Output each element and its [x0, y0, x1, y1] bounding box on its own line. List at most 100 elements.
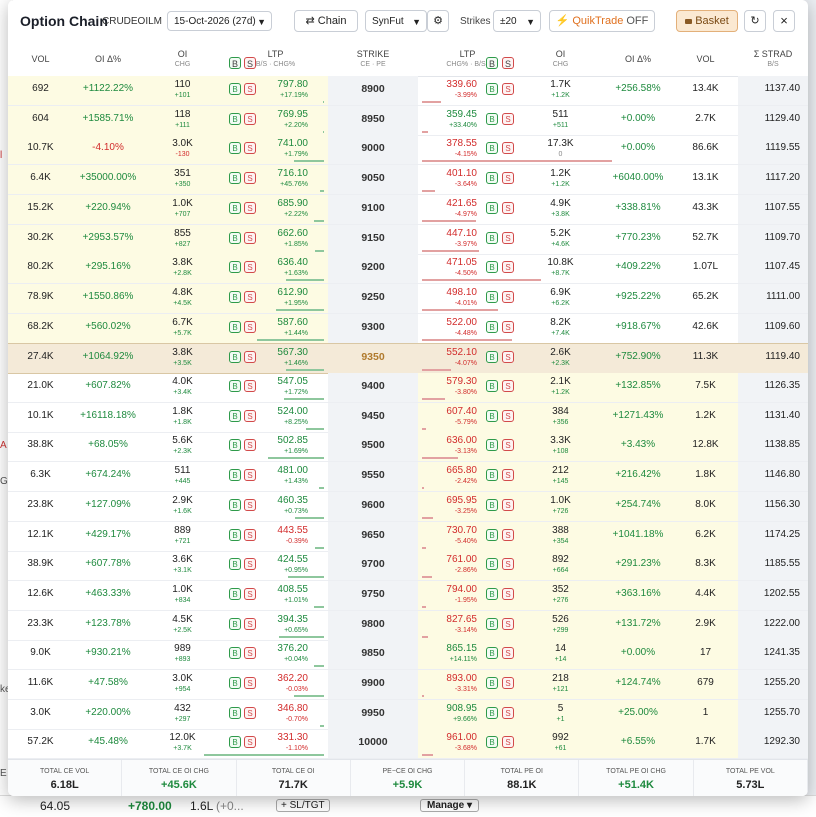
- pe-buy-button[interactable]: B: [486, 498, 498, 511]
- pe-buy-button[interactable]: B: [486, 83, 498, 95]
- ce-buy-button[interactable]: B: [229, 290, 241, 303]
- strikes-select[interactable]: ±20 ▼: [493, 10, 541, 32]
- pe-sell-button[interactable]: S: [502, 558, 514, 571]
- ce-sell-button[interactable]: S: [244, 83, 256, 95]
- ce-buy-button[interactable]: B: [229, 647, 241, 660]
- ce-ltp[interactable]: 685.90: [277, 197, 308, 209]
- ce-ltp[interactable]: 346.80: [277, 702, 308, 714]
- pe-buy-button[interactable]: B: [486, 290, 498, 303]
- ce-ltp[interactable]: 481.00: [277, 465, 308, 477]
- ce-buy-button[interactable]: B: [229, 617, 241, 630]
- ce-buy-button[interactable]: B: [229, 172, 241, 185]
- ce-buy-button[interactable]: B: [229, 409, 241, 422]
- ce-ltp[interactable]: 612.90: [277, 286, 308, 298]
- close-button[interactable]: ×: [773, 10, 795, 32]
- ce-ltp[interactable]: 741.00: [277, 138, 308, 150]
- pe-ltp[interactable]: 471.05: [446, 257, 477, 269]
- pe-sell-button[interactable]: S: [502, 647, 514, 660]
- pe-sell-button[interactable]: S: [502, 736, 514, 749]
- pe-sell-button[interactable]: S: [502, 320, 514, 333]
- pe-buy-button[interactable]: B: [486, 172, 498, 185]
- ce-buy-button[interactable]: B: [229, 498, 241, 511]
- ce-buy-button[interactable]: B: [229, 201, 241, 214]
- ce-ltp[interactable]: 662.60: [277, 227, 308, 239]
- pe-sell-button[interactable]: S: [502, 83, 514, 95]
- ce-buy-button[interactable]: B: [229, 706, 241, 719]
- pe-sell-button[interactable]: S: [502, 528, 514, 541]
- pe-ltp[interactable]: 447.10: [446, 227, 477, 239]
- pe-buy-button[interactable]: B: [486, 231, 498, 244]
- pe-ltp[interactable]: 730.70: [446, 524, 477, 536]
- ce-buy-button[interactable]: B: [229, 587, 241, 600]
- ce-ltp[interactable]: 587.60: [277, 316, 308, 328]
- pe-sell-button[interactable]: S: [502, 587, 514, 600]
- pe-buy-button[interactable]: B: [486, 528, 498, 541]
- pe-buy-button[interactable]: B: [486, 351, 498, 364]
- pe-buy-button[interactable]: B: [486, 261, 498, 274]
- pe-sell-button[interactable]: S: [502, 201, 514, 214]
- pe-ltp[interactable]: 794.00: [446, 583, 477, 595]
- pe-sell-button[interactable]: S: [502, 439, 514, 452]
- ce-buy-button[interactable]: B: [229, 351, 241, 364]
- ce-sell-button[interactable]: S: [244, 528, 256, 541]
- ce-sell-button[interactable]: S: [244, 677, 256, 689]
- ce-sell-button[interactable]: S: [244, 647, 256, 660]
- ce-buy-button[interactable]: B: [229, 380, 241, 392]
- ce-sell-button[interactable]: S: [244, 439, 256, 452]
- pe-sell-button[interactable]: S: [502, 409, 514, 422]
- refresh-button[interactable]: ↻: [744, 10, 766, 32]
- quiktrade-toggle[interactable]: ⚡ QuikTrade OFF: [549, 10, 655, 32]
- pe-buy-button[interactable]: B: [486, 112, 498, 125]
- ce-sell-button[interactable]: S: [244, 587, 256, 600]
- ce-buy-button[interactable]: B: [229, 439, 241, 452]
- ce-sell-button[interactable]: S: [244, 290, 256, 303]
- pe-sell-button[interactable]: S: [502, 617, 514, 630]
- ce-ltp[interactable]: 524.00: [277, 405, 308, 417]
- ce-buy-button[interactable]: B: [229, 528, 241, 541]
- pe-ltp[interactable]: 378.55: [446, 138, 477, 150]
- ce-sell-button[interactable]: S: [244, 736, 256, 749]
- pe-buy-button[interactable]: B: [486, 320, 498, 333]
- ce-sell-button[interactable]: S: [244, 469, 256, 482]
- pe-ltp[interactable]: 359.45: [446, 108, 477, 120]
- ce-ltp[interactable]: 502.85: [277, 435, 308, 447]
- chain-button[interactable]: ⇄ Chain: [294, 10, 358, 32]
- basket-button[interactable]: Basket: [676, 10, 738, 32]
- ce-ltp[interactable]: 376.20: [277, 643, 308, 655]
- pe-ltp[interactable]: 579.30: [446, 376, 477, 387]
- pe-buy-button[interactable]: B: [486, 409, 498, 422]
- pe-ltp[interactable]: 636.00: [446, 435, 477, 447]
- ce-sell-button[interactable]: S: [244, 558, 256, 571]
- ce-ltp[interactable]: 443.55: [277, 524, 308, 536]
- pe-ltp[interactable]: 893.00: [446, 673, 477, 684]
- pe-sell-button[interactable]: S: [502, 172, 514, 185]
- ce-ltp[interactable]: 769.95: [277, 108, 308, 120]
- ce-ltp[interactable]: 636.40: [277, 257, 308, 269]
- pe-sell-button[interactable]: S: [502, 677, 514, 689]
- pe-sell-button[interactable]: S: [502, 498, 514, 511]
- ce-sell-button[interactable]: S: [244, 380, 256, 392]
- ce-sell-button[interactable]: S: [244, 706, 256, 719]
- pe-buy-button[interactable]: B: [486, 380, 498, 392]
- pe-buy-button[interactable]: B: [486, 201, 498, 214]
- pe-buy-button[interactable]: B: [486, 142, 498, 155]
- synfut-select[interactable]: SynFut ▼: [365, 10, 427, 32]
- settings-gear-button[interactable]: ⚙: [427, 10, 449, 32]
- pe-sell-button[interactable]: S: [502, 231, 514, 244]
- ce-ltp[interactable]: 331.30: [277, 732, 308, 744]
- pe-sell-button[interactable]: S: [502, 261, 514, 274]
- pe-ltp[interactable]: 401.10: [446, 168, 477, 180]
- sl-tgt-button[interactable]: + SL/TGT: [276, 799, 330, 812]
- ce-sell-button[interactable]: S: [244, 172, 256, 185]
- pe-ltp[interactable]: 522.00: [446, 316, 477, 328]
- ce-sell-button[interactable]: S: [244, 112, 256, 125]
- pe-ltp[interactable]: 761.00: [446, 554, 477, 566]
- pe-buy-button[interactable]: B: [486, 617, 498, 630]
- ce-buy-button[interactable]: B: [229, 142, 241, 155]
- pe-sell-button[interactable]: S: [502, 351, 514, 364]
- ce-sell-button[interactable]: S: [244, 351, 256, 364]
- pe-ltp[interactable]: 607.40: [446, 405, 477, 417]
- ce-ltp[interactable]: 547.05: [277, 376, 308, 387]
- ce-sell-button[interactable]: S: [244, 231, 256, 244]
- ce-sell-button[interactable]: S: [244, 498, 256, 511]
